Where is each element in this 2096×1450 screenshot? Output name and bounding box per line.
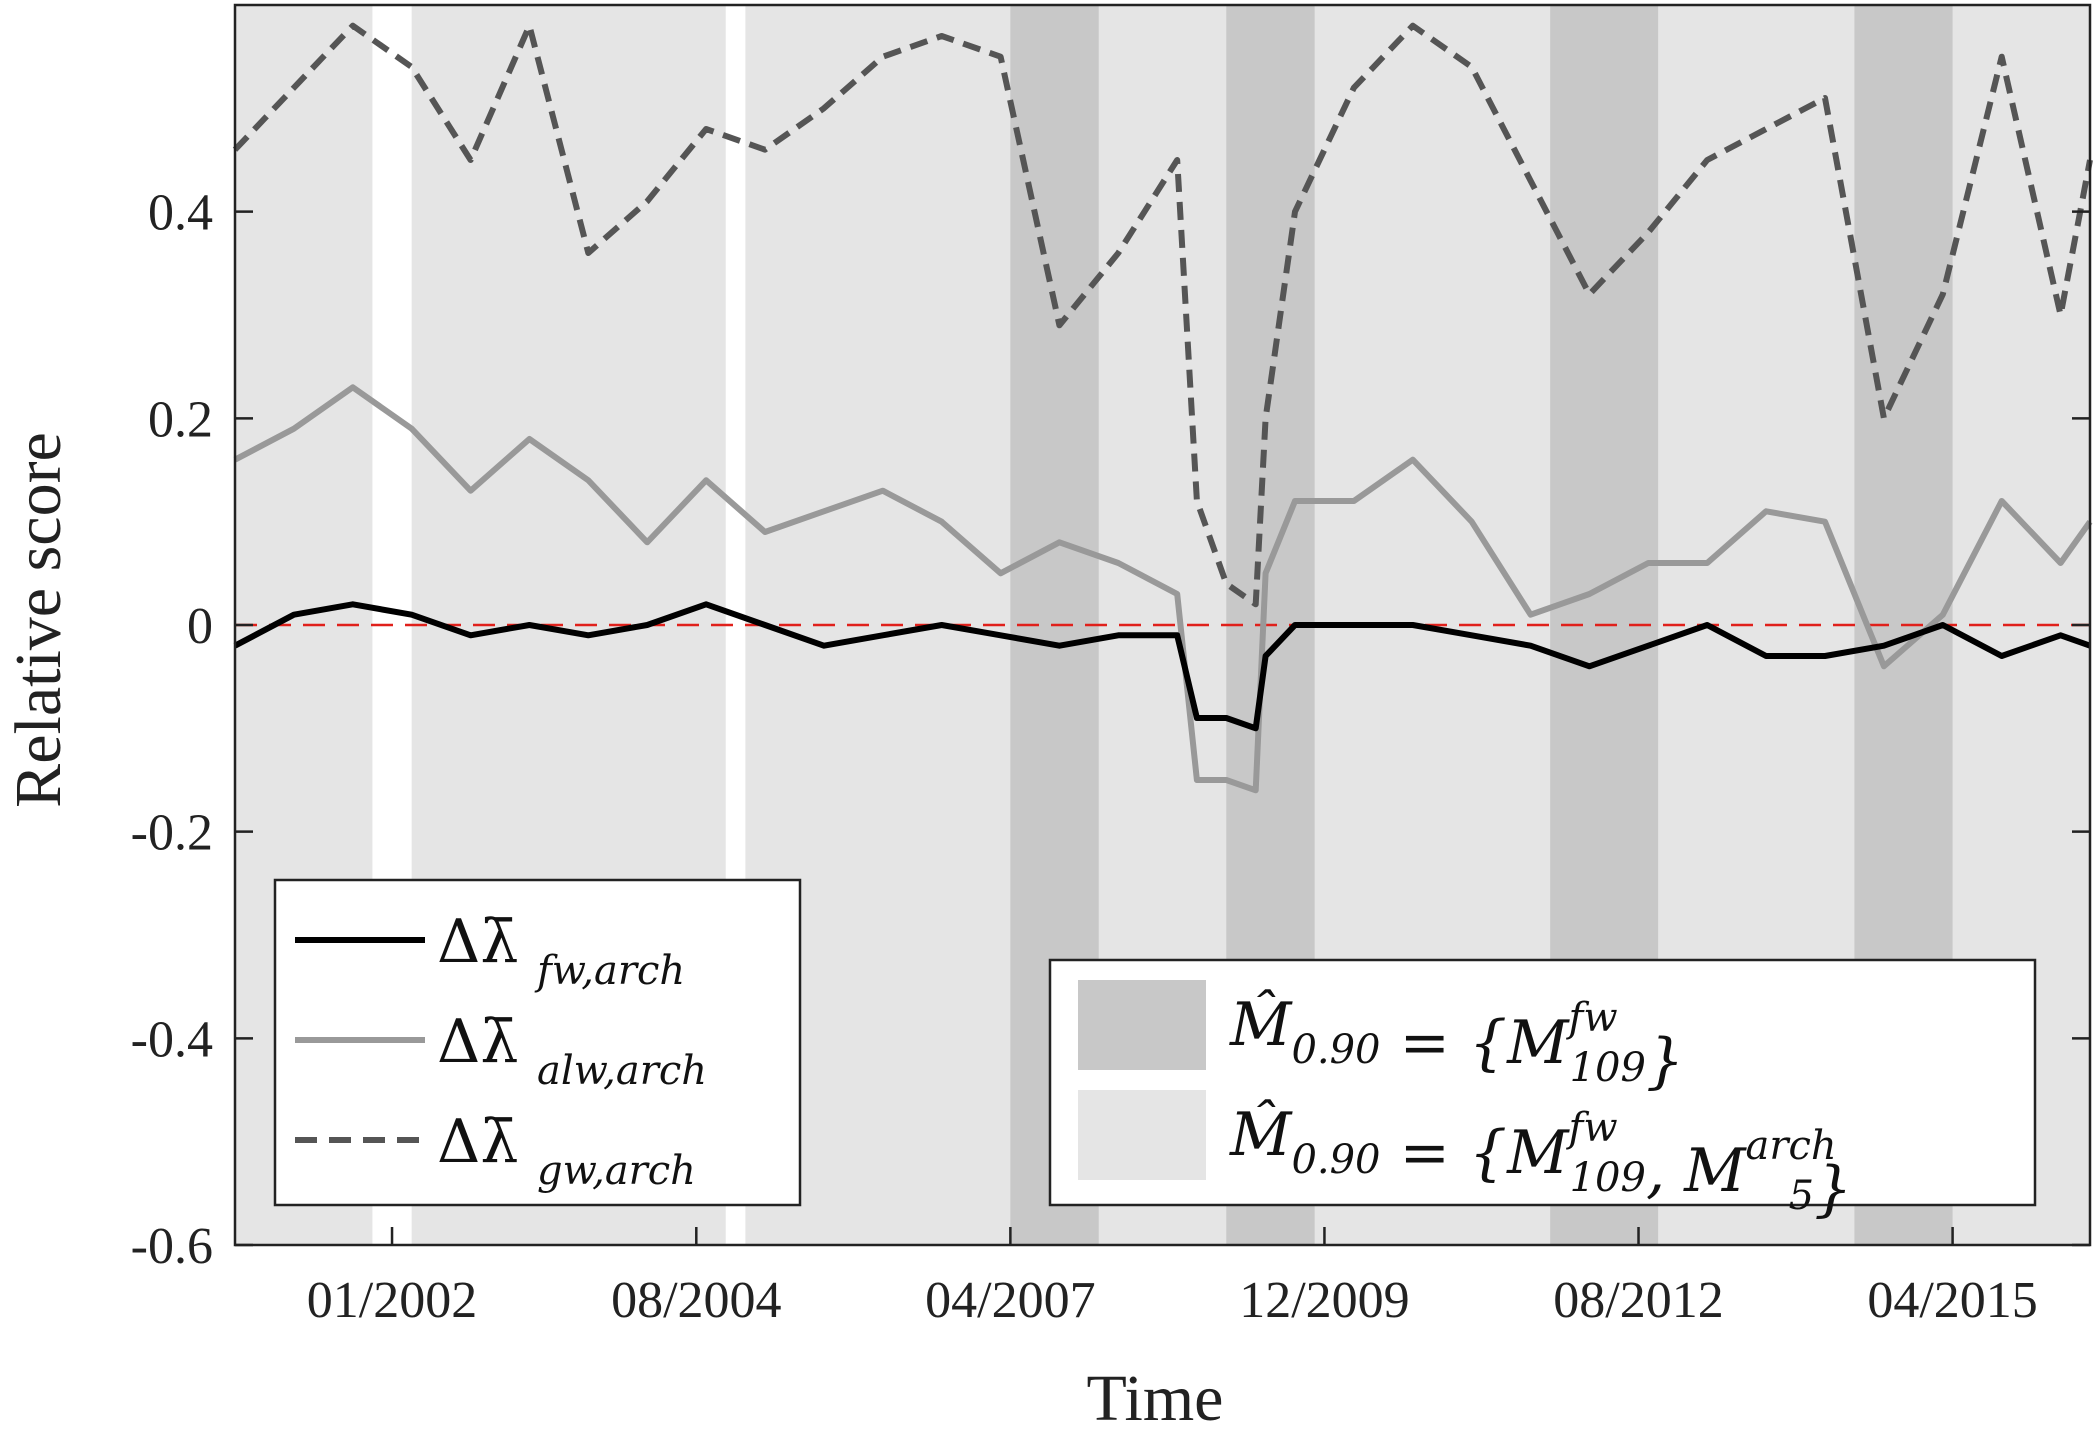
legend-regions: M̂0.90 = {Mfw 109}M̂0.90 = {Mfw 109, March… (1048, 958, 2037, 1224)
legend-text-part: } (1814, 1154, 1852, 1224)
legend-subscript: 0.90 (1291, 1027, 1380, 1073)
legend-lines: Δλ̄ fw,arch Δλ̄ alw,arch Δλ̄ gw,arch (273, 878, 802, 1207)
y-tick-label: -0.4 (131, 1011, 213, 1068)
legend-region-label: M̂0.90 = {Mfw 109, March 5} (1229, 1099, 1852, 1224)
x-tick-label: 01/2002 (307, 1272, 477, 1329)
legend-superscript: arch (1746, 1123, 1837, 1169)
x-tick-label: 08/2004 (611, 1272, 781, 1329)
legend-line-label: Δλ̄ (437, 1107, 518, 1177)
legend-text-part: , M (1646, 1136, 1747, 1206)
series-gw-arch-line (232, 22, 2093, 608)
legend-subscript: 109 (1570, 1045, 1646, 1091)
axes (233, 3, 2092, 1247)
legend-text-part: M̂ (1229, 1099, 1293, 1170)
x-tick-label: 04/2007 (925, 1272, 1095, 1329)
legend-line-subscript: alw,arch (537, 1048, 707, 1094)
legend-line-label: Δλ̄ (437, 1007, 518, 1077)
legend-region-swatch (1078, 980, 1206, 1070)
y-tick-label: -0.2 (131, 805, 213, 862)
legend-superscript: fw (1566, 995, 1618, 1041)
legend-superscript: fw (1566, 1105, 1618, 1151)
series-alw-arch-line (233, 384, 2093, 794)
x-tick-label: 12/2009 (1239, 1272, 1409, 1329)
y-tick-label: 0 (187, 598, 213, 655)
y-tick-label: -0.6 (131, 1218, 213, 1275)
x-tick-label: 04/2015 (1867, 1272, 2037, 1329)
legend-text-part: = {M (1381, 1118, 1571, 1188)
tick-labels: -0.6 -0.4 -0.2 0 0.2 0.4 01/2002 08/2004 04/2007… (131, 185, 2038, 1329)
legend-subscript: 0.90 (1291, 1137, 1380, 1183)
legend-subscript: 5 (1789, 1173, 1814, 1219)
y-tick-label: 0.4 (148, 185, 213, 242)
legend-region-label: M̂0.90 = {Mfw 109} (1229, 989, 1684, 1096)
legend-line-label: Δλ̄ (437, 907, 518, 977)
series-fw-arch-line (233, 601, 2092, 732)
y-tick-label: 0.2 (148, 391, 213, 448)
legend-subscript: 109 (1570, 1155, 1646, 1201)
legend-line-subscript: fw,arch (534, 948, 685, 994)
legend-region-swatch (1078, 1090, 1206, 1180)
legend-text-part: M̂ (1229, 989, 1293, 1060)
y-axis-title: Relative score (2, 432, 75, 808)
series-layer (232, 22, 2093, 794)
x-tick-label: 08/2012 (1553, 1272, 1723, 1329)
legend-line-subscript: gw,arch (537, 1148, 696, 1194)
legend-text-part: = {M (1381, 1008, 1571, 1078)
legend-regions-box (1048, 958, 2037, 1207)
x-axis-title: Time (1087, 1362, 1224, 1435)
legend-text-part: } (1646, 1026, 1684, 1096)
